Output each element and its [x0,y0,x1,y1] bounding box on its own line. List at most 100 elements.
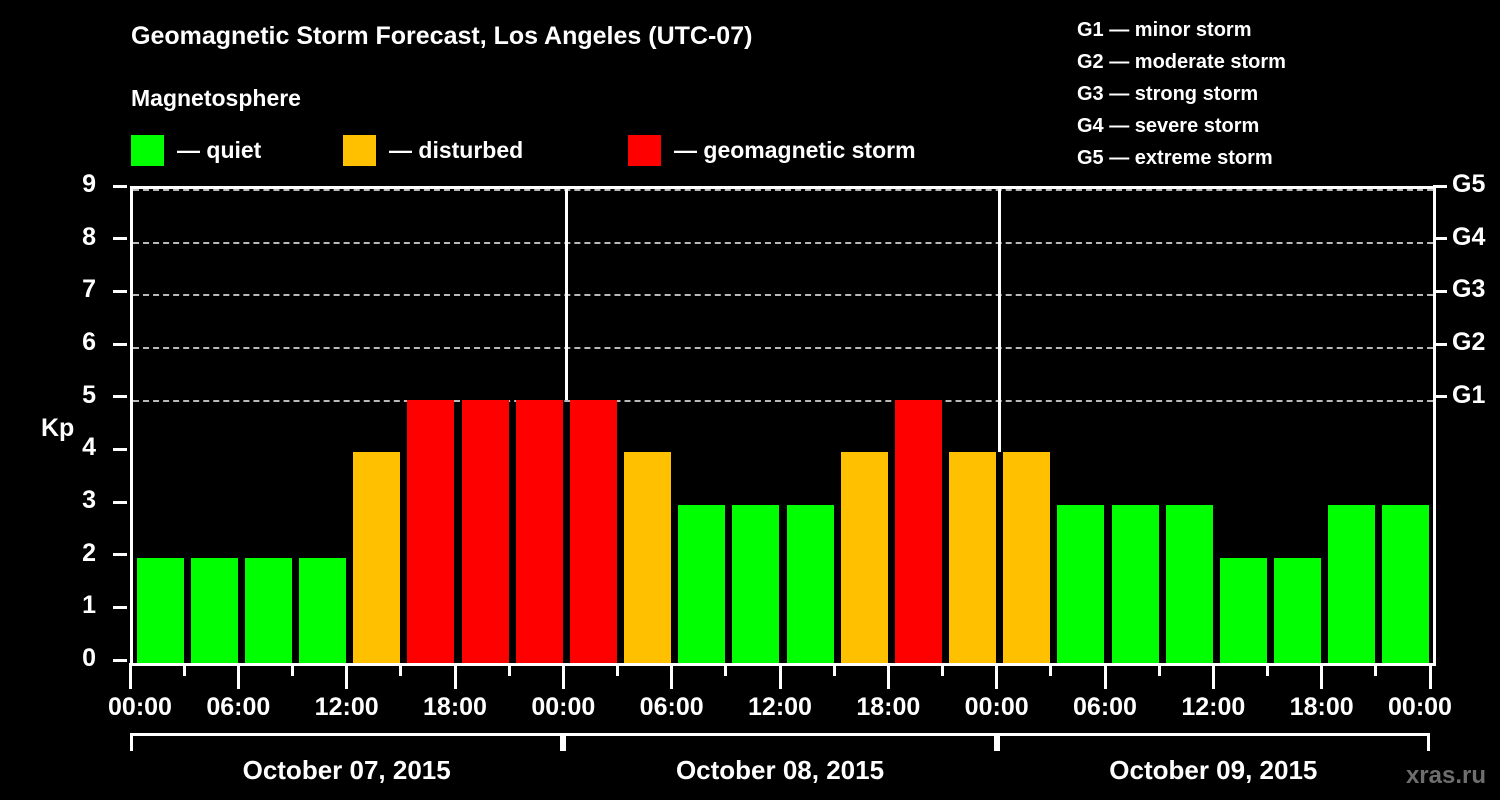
bar [515,399,563,663]
x-tick-major-6 [453,663,457,689]
x-tick-label-6: 12:00 [748,693,812,721]
y-axis-title: Kp [41,414,75,442]
y-tick-mark-5 [113,395,127,399]
y-tick-label-4: 4 [82,433,96,462]
y-tick-label-3: 3 [82,486,96,514]
x-tick-minor-5 [399,663,403,676]
x-tick-label-12: 00:00 [1388,693,1452,721]
y-tick-mark-7 [113,289,127,293]
g-tick-label-G5: G5 [1452,170,1486,198]
x-tick-major-22 [1320,663,1324,689]
g-tick-mark-G3 [1433,289,1447,293]
g-tick-label-G4: G4 [1452,222,1486,251]
y-tick-mark-4 [113,447,127,451]
g-legend-row-3: G3 — strong storm [1077,83,1259,105]
bar [1165,505,1213,663]
gridline-kp-5 [133,399,1433,402]
bar [1111,505,1159,663]
y-tick-label-8: 8 [82,222,96,251]
bar [678,505,726,663]
x-tick-major-10 [670,663,674,689]
y-tick-mark-8 [113,237,127,241]
bar [1382,505,1430,663]
bar [1274,557,1322,663]
g-legend-row-5: G5 — extreme storm [1077,147,1273,169]
x-tick-label-0: 00:00 [108,693,172,721]
x-tick-label-3: 18:00 [423,693,487,721]
legend-swatch-quiet [131,134,164,166]
gridline-kp-9 [133,189,1433,191]
legend-entry-disturbed: — disturbed [343,133,523,167]
x-tick-major-4 [345,663,349,689]
legend-label-geomagnetic-storm: — geomagnetic storm [674,136,916,163]
chart-subtitle: Magnetosphere [131,85,301,111]
page-title: Geomagnetic Storm Forecast, Los Angeles … [131,22,753,50]
bar [732,505,780,663]
y-tick-mark-6 [113,342,127,346]
y-tick-label-0: 0 [82,644,96,672]
x-tick-minor-19 [1157,663,1161,676]
y-tick-label-9: 9 [82,170,96,198]
x-tick-minor-3 [291,663,294,676]
bar [1003,452,1051,663]
x-tick-label-9: 06:00 [1073,693,1137,721]
bar [407,399,455,663]
bar [1328,505,1376,663]
x-tick-label-5: 06:00 [639,693,704,721]
legend-swatch-geomagnetic-storm [628,134,661,166]
x-tick-minor-15 [941,663,944,676]
y-tick-mark-0 [113,658,127,662]
x-tick-major-2 [236,663,240,689]
watermark: xras.ru [1405,762,1486,789]
x-tick-minor-23 [1374,663,1378,676]
g-tick-mark-G4 [1433,237,1447,241]
g-tick-mark-G1 [1433,395,1447,399]
bar [786,505,834,663]
y-tick-label-2: 2 [82,538,96,567]
y-tick-label-5: 5 [82,380,96,409]
g-scale-legend: G1 — minor storm G2 — moderate storm G3 — … [1077,14,1286,174]
x-tick-minor-21 [1266,663,1269,676]
x-tick-major-0 [128,663,132,689]
bar [299,557,347,663]
plot-inner [133,189,1433,663]
x-tick-major-18 [1103,663,1107,689]
legend-entry-geomagnetic-storm: — geomagnetic storm [628,133,916,167]
g-tick-mark-G2 [1433,342,1447,346]
day-bracket-2 [563,733,997,751]
day-divider-1 [564,189,568,400]
legend-label-quiet: — quiet [177,136,262,163]
x-tick-label-7: 18:00 [856,693,921,721]
gridline-kp-7 [133,294,1433,297]
y-tick-label-7: 7 [82,275,96,304]
x-tick-label-1: 06:00 [206,693,271,721]
plot-area [130,186,1436,666]
day-divider-2 [998,189,1002,453]
bar [840,452,888,663]
x-tick-major-8 [561,663,565,689]
legend-label-disturbed: — disturbed [389,136,524,163]
day-bracket-3 [996,733,1430,751]
g-tick-label-G3: G3 [1452,275,1486,304]
y-tick-mark-2 [113,553,127,557]
x-tick-label-11: 18:00 [1289,693,1354,721]
x-tick-label-10: 12:00 [1181,693,1246,721]
bar [894,399,942,663]
x-tick-label-4: 00:00 [531,693,596,721]
day-label-3: October 09, 2015 [1109,755,1318,785]
x-tick-minor-7 [507,663,511,676]
bar [949,452,997,663]
g-legend-row-4: G4 — severe storm [1077,115,1260,137]
legend-swatch-disturbed [343,134,376,166]
bar [569,399,617,663]
x-tick-label-2: 12:00 [314,693,379,721]
bar [461,399,509,663]
x-tick-major-12 [778,663,782,689]
bar [624,452,672,663]
x-tick-major-24 [1428,663,1432,689]
y-tick-label-1: 1 [82,591,96,620]
bar [136,557,184,663]
x-tick-minor-13 [832,663,836,676]
gridline-kp-6 [133,347,1433,349]
